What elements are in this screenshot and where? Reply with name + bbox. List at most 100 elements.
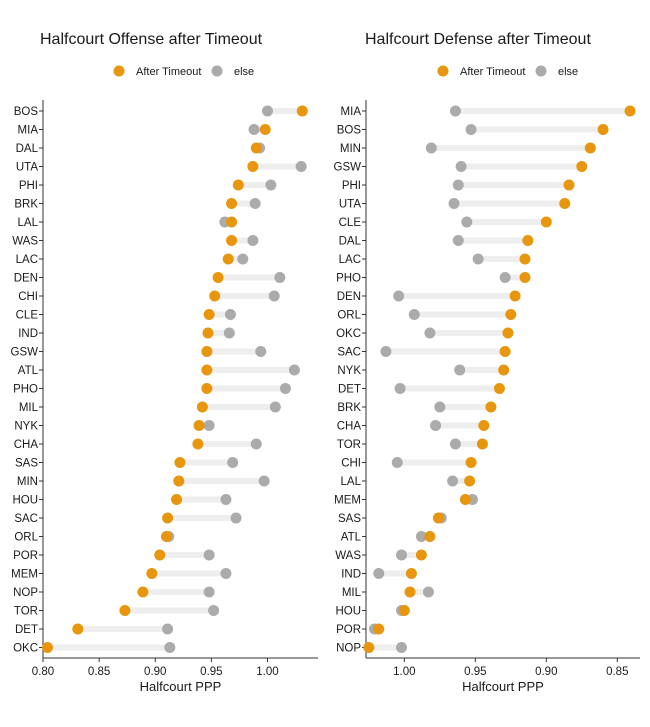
offense-after-timeout-point-hou <box>171 494 183 505</box>
offense-legend-label-after: After Timeout <box>136 66 201 78</box>
defense-after-timeout-point-brk <box>485 401 497 413</box>
defense-after-timeout-point-orl <box>505 309 517 320</box>
defense-after-timeout-point-ind <box>405 568 417 579</box>
offense-else-point-bos <box>261 105 273 117</box>
defense-after-timeout-point-sas <box>432 512 444 524</box>
offense-else-point-ind <box>223 327 235 339</box>
defense-team-label-det: DET <box>338 384 361 396</box>
defense-team-label-tor: TOR <box>337 439 361 451</box>
defense-team-label-ind: IND <box>341 569 361 581</box>
offense-else-point-pho <box>279 383 291 394</box>
offense-x-axis-title: Halfcourt PPP <box>140 679 222 694</box>
defense-else-point-cha <box>430 420 442 431</box>
offense-after-timeout-point-gsw <box>201 346 213 357</box>
defense-after-timeout-point-tor <box>476 438 488 450</box>
defense-else-point-pho <box>499 272 511 283</box>
defense-after-timeout-point-mil <box>404 586 416 598</box>
offense-team-label-chi: CHI <box>18 291 38 303</box>
offense-team-label-mem: MEM <box>11 569 38 581</box>
offense-team-label-nyk: NYK <box>14 421 38 433</box>
defense-team-label-mil: MIL <box>342 587 362 599</box>
offense-chart-title: Halfcourt Offense after Timeout <box>40 31 263 48</box>
offense-team-label-nop: NOP <box>13 587 38 599</box>
defense-after-timeout-point-nop <box>363 642 375 653</box>
offense-else-point-det <box>162 623 174 635</box>
offense-team-label-det: DET <box>15 624 38 636</box>
offense-after-timeout-point-min <box>173 475 185 487</box>
offense-team-label-min: MIN <box>17 476 38 488</box>
offense-else-point-brk <box>249 198 261 209</box>
defense-x-tick-label-2: 0.90 <box>535 666 557 678</box>
defense-team-label-dal: DAL <box>339 236 362 248</box>
defense-after-timeout-point-por <box>373 623 385 635</box>
offense-team-label-uta: UTA <box>16 162 38 174</box>
defense-team-label-atl: ATL <box>341 532 362 544</box>
defense-else-point-atl <box>415 531 427 542</box>
offense-after-timeout-point-pho <box>201 383 213 394</box>
defense-team-label-por: POR <box>336 624 361 636</box>
defense-else-point-lal <box>447 475 459 487</box>
defense-after-timeout-point-gsw <box>576 161 588 172</box>
defense-after-timeout-point-okc <box>502 327 514 339</box>
offense-else-point-okc <box>164 642 176 653</box>
defense-after-timeout-point-cle <box>540 216 552 228</box>
defense-team-label-nop: NOP <box>336 643 361 655</box>
defense-team-label-mia: MIA <box>341 106 362 118</box>
offense-team-label-pho: PHO <box>13 384 38 396</box>
defense-else-point-was <box>395 549 407 561</box>
offense-else-point-tor <box>208 605 220 616</box>
defense-after-timeout-point-lac <box>519 253 531 265</box>
defense-team-label-gsw: GSW <box>334 162 362 174</box>
defense-team-label-lac: LAC <box>339 254 361 266</box>
offense-else-point-uta <box>295 161 307 172</box>
offense-else-point-nyk <box>203 420 215 431</box>
offense-team-label-atl: ATL <box>18 365 39 377</box>
offense-after-timeout-point-atl <box>201 364 213 376</box>
offense-after-timeout-point-brk <box>226 198 238 209</box>
offense-team-label-den: DEN <box>14 273 38 285</box>
offense-x-tick-label-1: 0.85 <box>88 666 110 678</box>
defense-team-label-chi: CHI <box>341 458 361 470</box>
defense-team-label-phi: PHI <box>342 180 361 192</box>
defense-team-label-sac: SAC <box>337 347 361 359</box>
defense-else-point-sac <box>380 346 392 357</box>
defense-else-point-orl <box>408 309 420 320</box>
offense-after-timeout-point-bos <box>296 105 308 117</box>
offense-team-label-hou: HOU <box>12 495 38 507</box>
defense-after-timeout-point-was <box>415 549 427 561</box>
defense-team-label-pho: PHO <box>336 273 361 285</box>
defense-else-point-lac <box>472 253 484 265</box>
defense-x-tick-label-3: 0.85 <box>606 666 628 678</box>
defense-team-label-mem: MEM <box>334 495 361 507</box>
offense-team-label-brk: BRK <box>14 199 38 211</box>
offense-team-label-was: WAS <box>12 236 38 248</box>
defense-else-point-uta <box>448 198 460 209</box>
offense-else-point-sas <box>227 457 239 468</box>
defense-else-point-chi <box>391 457 403 468</box>
offense-else-point-por <box>203 549 215 561</box>
defense-after-timeout-point-pho <box>519 272 531 283</box>
defense-after-timeout-point-det <box>493 383 505 394</box>
defense-team-label-sas: SAS <box>338 513 361 525</box>
defense-after-timeout-point-uta <box>559 198 571 209</box>
defense-else-point-phi <box>452 179 464 191</box>
defense-after-timeout-point-cha <box>478 420 490 431</box>
offense-team-label-mil: MIL <box>19 402 39 414</box>
defense-team-label-okc: OKC <box>336 328 361 340</box>
defense-else-point-det <box>394 383 406 394</box>
defense-after-timeout-point-chi <box>465 457 477 468</box>
offense-after-timeout-point-was <box>226 235 238 246</box>
offense-team-label-cle: CLE <box>16 310 39 322</box>
offense-team-label-tor: TOR <box>14 606 38 618</box>
defense-else-point-mia <box>449 105 461 117</box>
offense-x-tick-label-2: 0.90 <box>144 666 166 678</box>
offense-after-timeout-point-den <box>212 272 224 283</box>
defense-after-timeout-point-atl <box>424 531 436 542</box>
defense-legend-marker-after <box>437 65 449 77</box>
defense-team-label-min: MIN <box>340 143 361 155</box>
offense-else-point-cha <box>250 438 262 450</box>
defense-after-timeout-point-sac <box>499 346 511 357</box>
offense-after-timeout-point-mia <box>259 124 271 135</box>
offense-after-timeout-point-dal <box>250 142 262 154</box>
offense-after-timeout-point-nop <box>137 586 149 598</box>
